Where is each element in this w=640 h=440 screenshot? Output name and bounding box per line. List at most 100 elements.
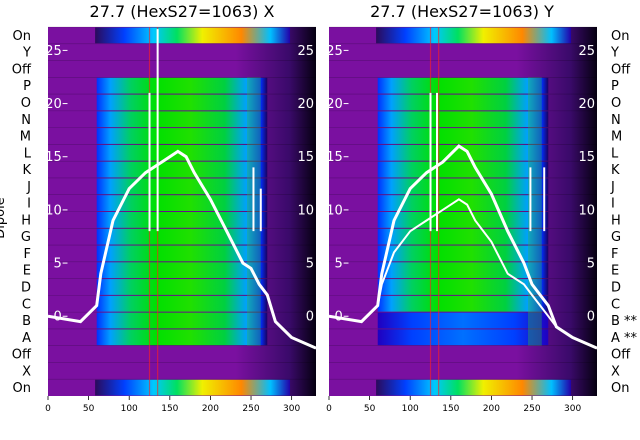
overlay-tick-label: 10 <box>45 203 62 218</box>
row-label-right: K <box>611 163 620 178</box>
row-label: G <box>21 230 31 245</box>
row-label: Off <box>12 62 32 77</box>
overlay-tick-label-right: 5 <box>587 257 595 272</box>
x-tick-label: 250 <box>523 404 540 414</box>
row-label: On <box>13 381 31 396</box>
row-label-right: P <box>611 79 619 94</box>
row-label: D <box>21 280 31 295</box>
overlay-tick-label-right: 20 <box>578 97 595 112</box>
heatmap-row <box>377 128 549 144</box>
x-tick-label: 200 <box>483 404 500 414</box>
heatmap-row <box>377 161 549 178</box>
heatmap-row <box>96 111 268 128</box>
panel-title-y: 27.7 (HexS27=1063) Y <box>370 2 554 21</box>
heatmap-row <box>96 312 268 329</box>
heatmap-row <box>96 262 268 279</box>
heatmap-row <box>377 295 549 312</box>
overlay-tick-label-right: 0 <box>306 310 314 325</box>
heatmap-row <box>96 77 268 94</box>
overlay-tick-label: 5 <box>54 257 62 272</box>
heatmap-row <box>377 77 549 94</box>
overlay-tick-label: 20 <box>45 97 62 112</box>
overlay-tick-label-right: 25 <box>297 44 314 59</box>
row-label: N <box>21 113 31 128</box>
x-tick-label: 150 <box>161 404 178 414</box>
row-label-right: G <box>611 230 621 245</box>
x-tick-label: 200 <box>202 404 219 414</box>
row-label: A <box>22 331 31 346</box>
row-label: Off <box>12 348 32 363</box>
heatmap-row <box>96 295 268 312</box>
overlay-tick-label-right: 25 <box>578 44 595 59</box>
heatmap-row <box>377 94 549 111</box>
overlay-tick-label: 10 <box>326 203 343 218</box>
heatmap-row <box>95 27 291 44</box>
row-label: J <box>26 180 31 195</box>
heatmap-row <box>96 178 268 195</box>
row-label-right: B ** <box>611 314 638 329</box>
row-label-right: C <box>611 297 620 312</box>
row-label: H <box>21 213 31 228</box>
heatmap-row <box>96 161 268 178</box>
row-label-right: J <box>610 180 615 195</box>
heatmap-row <box>377 228 549 245</box>
overlay-tick-label: 25 <box>45 44 62 59</box>
heatmap-panel-y: 27.7 (HexS27=1063) Y 0 0 5 5 10 10 15 15 20 20 25 2… <box>326 2 637 414</box>
row-label: K <box>22 163 31 178</box>
overlay-tick-label-right: 10 <box>578 203 595 218</box>
heatmap-row <box>377 144 549 161</box>
row-label: C <box>22 297 31 312</box>
row-label: P <box>23 79 31 94</box>
row-label: F <box>24 247 31 262</box>
heatmap-row <box>377 178 549 195</box>
heatmap-row <box>96 329 268 346</box>
heatmap-row <box>377 212 549 228</box>
heatmap-row <box>377 262 549 279</box>
x-tick-label: 50 <box>364 404 376 414</box>
overlay-tick-label-right: 15 <box>297 150 314 165</box>
row-label: On <box>13 29 31 44</box>
heatmap-row <box>96 228 268 245</box>
overlay-tick-label: 5 <box>335 257 343 272</box>
row-label-right: H <box>611 213 621 228</box>
row-label: I <box>27 197 31 212</box>
row-label: L <box>24 146 32 161</box>
row-label: M <box>20 130 31 145</box>
overlay-tick-label-right: 15 <box>578 150 595 165</box>
heatmap-row <box>376 27 572 44</box>
heatmap-row <box>96 94 268 111</box>
overlay-tick-label-right: 10 <box>297 203 314 218</box>
x-tick-label: 0 <box>326 404 332 414</box>
heatmap-row <box>96 279 268 295</box>
overlay-line-1 <box>329 144 597 350</box>
row-label-right: N <box>611 113 621 128</box>
x-tick-label: 250 <box>242 404 259 414</box>
row-label: O <box>21 96 31 111</box>
overlay-tick-label: 20 <box>326 97 343 112</box>
heatmap-row <box>96 195 268 211</box>
row-label-right: X <box>611 364 620 379</box>
row-label-right: E <box>611 264 619 279</box>
x-tick-label: 100 <box>402 404 419 414</box>
heatmap-row <box>377 111 549 128</box>
panel-title-x: 27.7 (HexS27=1063) X <box>90 2 275 21</box>
row-label: E <box>23 264 31 279</box>
heatmap-panel-x: 27.7 (HexS27=1063) X 0 0 5 5 10 10 15 15 20 20 25 2… <box>12 2 316 414</box>
row-label-right: I <box>611 197 615 212</box>
heatmap-row <box>96 128 268 144</box>
heatmap-row <box>377 245 549 262</box>
x-tick-label: 300 <box>283 404 300 414</box>
overlay-tick-label-right: 0 <box>587 310 595 325</box>
row-label: Y <box>22 46 31 61</box>
overlay-tick-label: 25 <box>326 44 343 59</box>
heatmap-row <box>95 379 291 396</box>
heatmap-row <box>376 379 572 396</box>
heatmap-row <box>96 212 268 228</box>
row-label: X <box>22 364 31 379</box>
row-label-right: On <box>611 29 629 44</box>
y-axis-label: Dipole <box>0 197 8 238</box>
row-label: B <box>22 314 31 329</box>
overlay-line-2 <box>48 150 316 350</box>
overlay-tick-label-right: 20 <box>297 97 314 112</box>
